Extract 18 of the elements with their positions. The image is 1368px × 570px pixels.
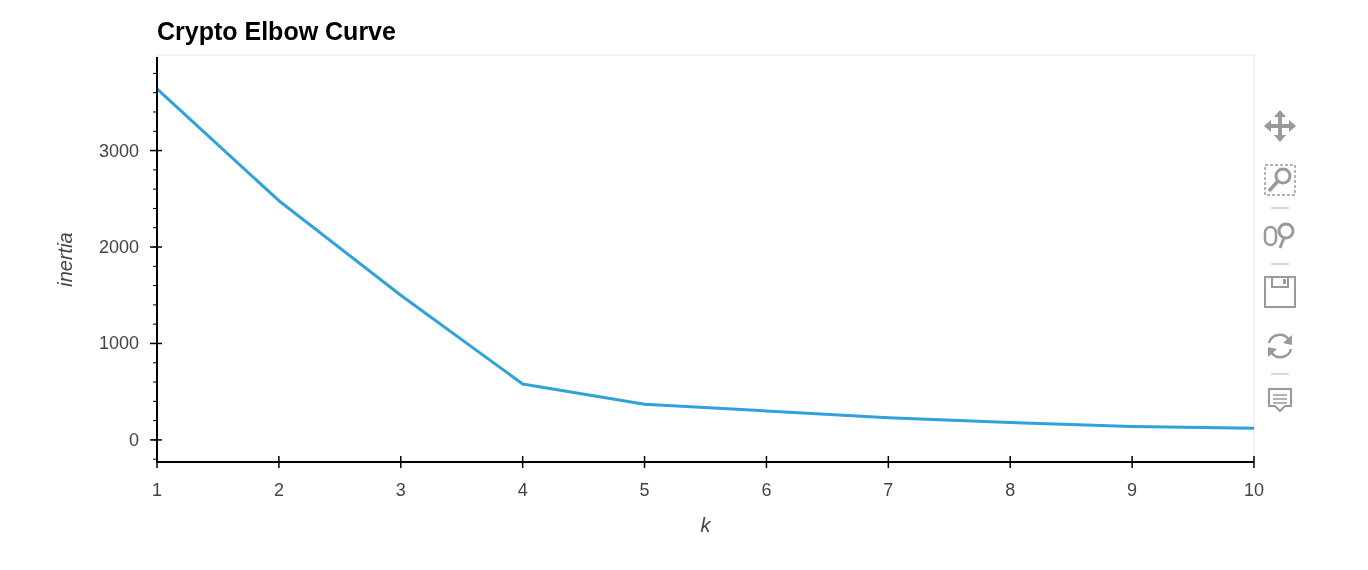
y-tick-label: 2000 — [98, 237, 139, 258]
chart-title: Crypto Elbow Curve — [157, 17, 397, 45]
x-tick-label: 7 — [883, 480, 894, 500]
x-tick-label: 9 — [1127, 480, 1138, 500]
line-series — [155, 87, 1256, 430]
x-tick-label: 10 — [1243, 480, 1265, 500]
y-tick-label: 1000 — [98, 333, 139, 354]
x-tick-label: 5 — [639, 480, 650, 500]
x-tick-label: 4 — [517, 480, 528, 500]
y-tick-label: 3000 — [98, 140, 139, 161]
x-tick-label: 1 — [151, 480, 163, 500]
x-tick-label: 3 — [395, 480, 406, 500]
x-tick-label: 6 — [761, 480, 772, 500]
y-axis-title: inertia — [54, 232, 76, 287]
x-tick-label: 2 — [273, 480, 284, 500]
x-axis-title: k — [700, 514, 712, 536]
x-tick-label: 8 — [1005, 480, 1016, 500]
y-tick-label: 0 — [128, 429, 139, 450]
